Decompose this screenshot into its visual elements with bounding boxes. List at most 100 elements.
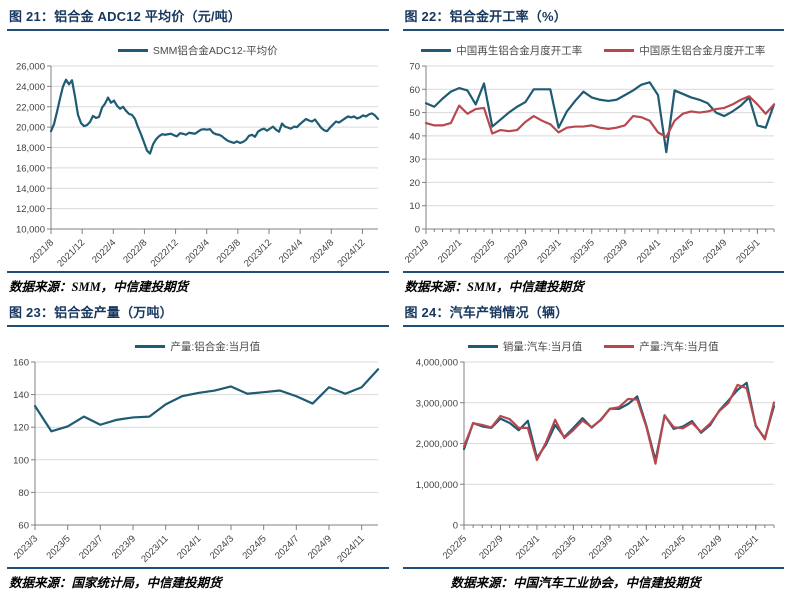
svg-text:4,000,000: 4,000,000 xyxy=(415,358,457,369)
svg-text:2021/9: 2021/9 xyxy=(403,237,431,265)
panel-operating-rate: 图 22：铝合金开工率（%） 中国再生铝合金月度开工率 中国原生铝合金月度开工率 … xyxy=(395,0,791,296)
panel-alloy-output: 图 23：铝合金产量（万吨） 产量:铝合金:当月值 60 80 100 120 140 1… xyxy=(0,296,396,592)
legend-item: 产量:铝合金:当月值 xyxy=(135,339,260,354)
data-source: 数据来源：中国汽车工业协会，中信建投期货 xyxy=(450,576,701,590)
series-line-0 xyxy=(462,381,775,462)
svg-text:20: 20 xyxy=(409,178,420,189)
svg-text:10,000: 10,000 xyxy=(16,225,45,236)
svg-text:2023/9: 2023/9 xyxy=(601,237,629,265)
legend-item: SMM铝合金ADC12-平均价 xyxy=(117,43,278,58)
svg-text:2024/4: 2024/4 xyxy=(277,237,305,265)
svg-text:2024/8: 2024/8 xyxy=(308,237,336,265)
legend-line-swatch xyxy=(604,49,635,52)
svg-text:12,000: 12,000 xyxy=(16,204,45,215)
source-top-rule xyxy=(402,271,784,273)
legend-line-swatch xyxy=(421,49,452,52)
svg-text:2024/11: 2024/11 xyxy=(335,533,367,565)
svg-text:2023/11: 2023/11 xyxy=(139,533,171,565)
legend-label: SMM铝合金ADC12-平均价 xyxy=(152,45,278,57)
chart-legend: 产量:铝合金:当月值 xyxy=(7,339,389,354)
svg-text:2024/9: 2024/9 xyxy=(701,237,729,265)
source-top-rule xyxy=(402,567,784,569)
svg-text:2023/8: 2023/8 xyxy=(215,237,243,265)
svg-text:0: 0 xyxy=(414,225,419,236)
svg-text:16,000: 16,000 xyxy=(16,163,45,174)
legend-label: 中国原生铝合金月度开工率 xyxy=(639,45,766,57)
svg-text:2,000,000: 2,000,000 xyxy=(415,439,457,450)
legend-item: 中国原生铝合金月度开工率 xyxy=(604,43,765,58)
panel-auto-production-sales: 图 24：汽车产销情况（辆） 销量:汽车:当月值 产量:汽车:当月值 0 1,000… xyxy=(395,296,791,592)
svg-text:60: 60 xyxy=(409,85,420,96)
title-rule xyxy=(7,29,389,31)
series-line-0 xyxy=(33,368,380,433)
figure-title: 图 23：铝合金产量（万吨） xyxy=(9,305,173,320)
svg-text:2024/5: 2024/5 xyxy=(659,533,687,561)
legend-label: 产量:铝合金:当月值 xyxy=(170,341,261,353)
series-line-0 xyxy=(424,81,775,154)
svg-text:2024/9: 2024/9 xyxy=(306,533,334,561)
svg-text:2024/1: 2024/1 xyxy=(634,237,662,265)
svg-text:10: 10 xyxy=(409,201,420,212)
svg-text:2023/1: 2023/1 xyxy=(535,237,563,265)
legend-item: 中国再生铝合金月度开工率 xyxy=(421,43,582,58)
svg-text:2022/9: 2022/9 xyxy=(502,237,530,265)
svg-text:2024/12: 2024/12 xyxy=(335,237,367,269)
legend-line-swatch xyxy=(135,345,166,348)
svg-text:30: 30 xyxy=(409,155,420,166)
svg-text:2023/5: 2023/5 xyxy=(550,533,578,561)
chart-legend: 中国再生铝合金月度开工率 中国原生铝合金月度开工率 xyxy=(403,43,785,58)
svg-text:1,000,000: 1,000,000 xyxy=(415,480,457,491)
figure-title: 图 21：铝合金 ADC12 平均价（元/吨） xyxy=(9,9,242,24)
svg-text:24,000: 24,000 xyxy=(16,82,45,93)
svg-text:100: 100 xyxy=(13,455,29,466)
svg-text:2024/3: 2024/3 xyxy=(208,533,236,561)
svg-text:80: 80 xyxy=(18,488,29,499)
series-line-0 xyxy=(49,78,380,155)
legend-line-swatch xyxy=(467,345,498,348)
legend-line-swatch xyxy=(117,49,148,52)
legend-label: 销量:汽车:当月值 xyxy=(502,341,583,353)
title-rule xyxy=(7,325,389,327)
chart-legend: SMM铝合金ADC12-平均价 xyxy=(7,43,389,58)
series-line-1 xyxy=(462,383,775,465)
svg-text:60: 60 xyxy=(18,521,29,532)
svg-text:2024/1: 2024/1 xyxy=(623,533,651,561)
source-top-rule xyxy=(7,567,389,569)
svg-text:2024/5: 2024/5 xyxy=(240,533,268,561)
svg-text:160: 160 xyxy=(13,358,29,369)
source-block: 数据来源：SMM，中信建投期货 xyxy=(7,271,389,296)
figure-title: 图 24：汽车产销情况（辆） xyxy=(404,305,569,320)
adc12-price-line-chart: 10,000 12,000 14,000 16,000 18,000 20,000 22,0… xyxy=(16,62,380,269)
svg-text:2022/1: 2022/1 xyxy=(435,237,463,265)
svg-text:2022/12: 2022/12 xyxy=(149,237,181,269)
auto-production-sales-line-chart: 0 1,000,000 2,000,000 3,000,000 4,000,000 202… xyxy=(415,358,775,562)
svg-text:2025/1: 2025/1 xyxy=(732,533,760,561)
source-block: 数据来源：SMM，中信建投期货 xyxy=(402,271,784,296)
alloy-output-line-chart: 60 80 100 120 140 160 2023/3 2023/5 2023/7 2023/9… xyxy=(12,358,380,565)
svg-text:0: 0 xyxy=(452,521,457,532)
svg-text:26,000: 26,000 xyxy=(16,62,45,73)
svg-text:2023/3: 2023/3 xyxy=(12,533,40,561)
svg-text:2023/1: 2023/1 xyxy=(513,533,541,561)
svg-text:2022/9: 2022/9 xyxy=(477,533,505,561)
svg-text:2023/9: 2023/9 xyxy=(586,533,614,561)
svg-text:140: 140 xyxy=(13,390,29,401)
panel-adc12-price: 图 21：铝合金 ADC12 平均价（元/吨） SMM铝合金ADC12-平均价 … xyxy=(0,0,396,296)
svg-text:18,000: 18,000 xyxy=(16,143,45,154)
data-source: 数据来源：SMM，中信建投期货 xyxy=(9,280,189,294)
svg-text:2023/9: 2023/9 xyxy=(110,533,138,561)
svg-text:40: 40 xyxy=(409,131,420,142)
legend-label: 中国再生铝合金月度开工率 xyxy=(456,45,583,57)
source-block: 数据来源：中国汽车工业协会，中信建投期货 xyxy=(402,567,784,592)
source-block: 数据来源：国家统计局，中信建投期货 xyxy=(7,567,389,592)
svg-text:20,000: 20,000 xyxy=(16,123,45,134)
series-line-1 xyxy=(424,95,775,139)
svg-text:22,000: 22,000 xyxy=(16,102,45,113)
svg-text:120: 120 xyxy=(13,423,29,434)
source-top-rule xyxy=(7,271,389,273)
title-rule xyxy=(402,29,784,31)
svg-text:2023/5: 2023/5 xyxy=(568,237,596,265)
svg-text:2021/8: 2021/8 xyxy=(28,237,56,265)
legend-label: 产量:汽车:当月值 xyxy=(639,341,719,353)
